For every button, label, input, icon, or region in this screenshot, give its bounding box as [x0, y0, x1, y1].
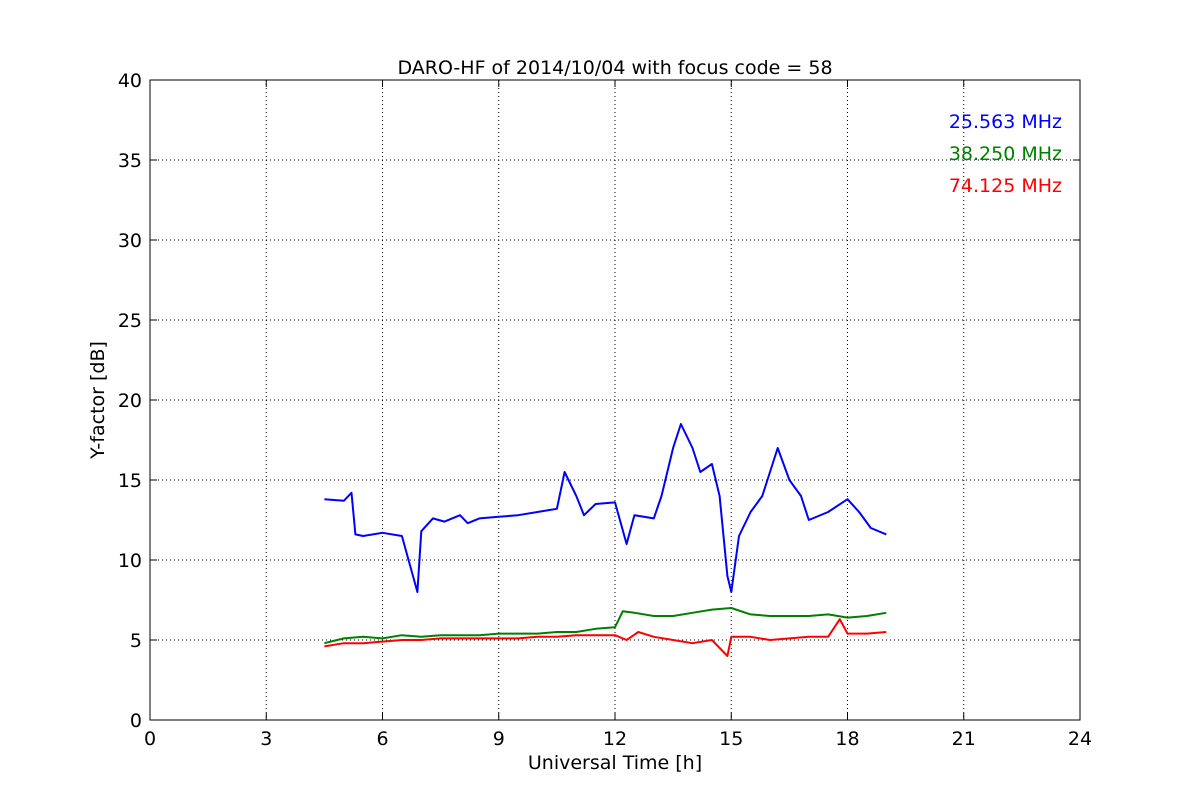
x-tick-label: 24	[1068, 728, 1092, 750]
y-tick-label: 35	[118, 150, 142, 172]
x-tick-label: 21	[952, 728, 976, 750]
y-tick-label: 5	[130, 630, 142, 652]
legend-label: 38.250 MHz	[949, 143, 1062, 165]
x-tick-label: 18	[835, 728, 859, 750]
x-tick-label: 12	[603, 728, 627, 750]
y-tick-label: 0	[130, 710, 142, 732]
x-tick-label: 3	[260, 728, 272, 750]
x-tick-label: 0	[144, 728, 156, 750]
y-tick-label: 20	[118, 390, 142, 412]
series-line	[324, 423, 887, 593]
grid-lines	[150, 80, 1080, 720]
y-tick-label: 10	[118, 550, 142, 572]
legend-label: 74.125 MHz	[949, 175, 1062, 197]
x-tick-label: 15	[719, 728, 743, 750]
y-tick-label: 25	[118, 310, 142, 332]
y-axis-label: Y-factor [dB]	[87, 341, 109, 460]
series-line	[324, 607, 887, 645]
series-line	[324, 618, 887, 657]
legend: 25.563 MHz 38.250 MHz 74.125 MHz	[949, 111, 1062, 197]
x-tick-label: 6	[376, 728, 388, 750]
x-tick-label: 9	[493, 728, 505, 750]
y-tick-label: 15	[118, 470, 142, 492]
x-axis-label: Universal Time [h]	[528, 752, 702, 774]
series-group	[324, 423, 887, 657]
chart-title: DARO-HF of 2014/10/04 with focus code = …	[397, 57, 832, 79]
legend-label: 25.563 MHz	[949, 111, 1062, 133]
y-tick-label: 30	[118, 230, 142, 252]
tick-group: 0 3 6 9 12 15 18 21 24 0 5 10 15 20 25 30 35 40	[118, 70, 1092, 750]
y-tick-label: 40	[118, 70, 142, 92]
